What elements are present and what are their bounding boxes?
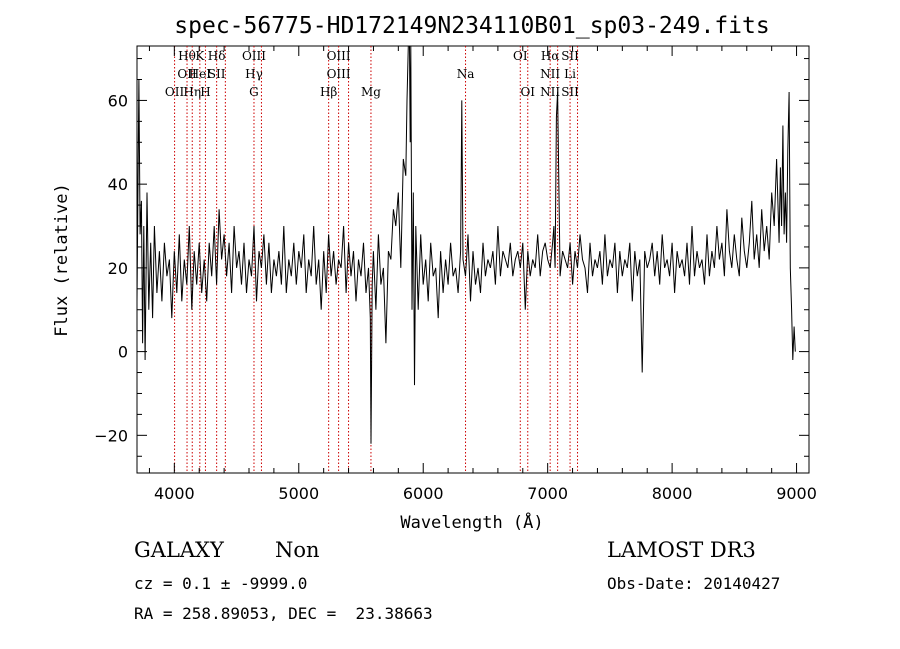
line-marker-label: Hθ xyxy=(178,49,196,63)
line-marker-label: Li xyxy=(564,67,576,81)
x-tick-label: 9000 xyxy=(776,484,817,503)
spectrum-line xyxy=(136,45,796,444)
line-marker-label: SII xyxy=(208,67,226,81)
line-marker-label: Mg xyxy=(361,85,381,99)
line-marker-label: HeI xyxy=(189,67,212,81)
x-tick-label: 6000 xyxy=(403,484,444,503)
object-subclass: Non xyxy=(275,538,320,562)
line-marker-label: NII xyxy=(540,67,560,81)
survey-name: LAMOST DR3 xyxy=(607,538,756,562)
line-markers xyxy=(174,46,579,473)
y-tick-label: 20 xyxy=(108,259,128,278)
chart-title: spec-56775-HD172149N234110B01_sp03-249.f… xyxy=(174,13,769,39)
line-marker-label: NII xyxy=(540,85,560,99)
line-marker-label: SII xyxy=(561,49,579,63)
line-marker-label: Na xyxy=(457,67,475,81)
x-tick-label: 5000 xyxy=(278,484,319,503)
observation-date: Obs-Date: 20140427 xyxy=(607,574,781,593)
line-marker-label: Hβ xyxy=(320,85,337,99)
x-tick-label: 7000 xyxy=(527,484,568,503)
object-class: GALAXY xyxy=(134,538,224,562)
line-marker-label: Hδ xyxy=(208,49,226,63)
line-marker-label: OIII xyxy=(327,49,351,63)
line-marker-label: K xyxy=(195,49,205,63)
y-tick-label: 40 xyxy=(108,175,128,194)
spectrum-series xyxy=(136,45,796,444)
y-tick-label: 0 xyxy=(118,343,128,362)
redshift-value: cz = 0.1 ± -9999.0 xyxy=(134,574,308,593)
line-marker-label: G xyxy=(249,85,259,99)
line-marker-label: OII xyxy=(165,85,185,99)
line-marker-label: SII xyxy=(561,85,579,99)
line-marker-label: Hη xyxy=(183,85,201,99)
y-axis-ticks: −20 0 20 40 60 xyxy=(94,58,809,457)
x-tick-label: 8000 xyxy=(652,484,693,503)
line-marker-label: Hγ xyxy=(245,67,263,81)
line-marker-label: H xyxy=(200,85,210,99)
y-tick-label: −20 xyxy=(94,426,128,445)
coordinates: RA = 258.89053, DEC = 23.38663 xyxy=(134,604,433,623)
line-marker-label: OIII xyxy=(242,49,266,63)
line-marker-label: OII xyxy=(177,67,197,81)
y-tick-label: 60 xyxy=(108,91,128,110)
line-marker-label: Hα xyxy=(541,49,560,63)
line-marker-label: OI xyxy=(513,49,528,63)
y-axis-label: Flux (relative) xyxy=(52,183,72,337)
line-marker-label: OI xyxy=(520,85,535,99)
x-axis-label: Wavelength (Å) xyxy=(400,511,543,533)
line-marker-label: OIII xyxy=(327,67,351,81)
x-axis-ticks: 4000 5000 6000 7000 8000 9000 xyxy=(148,46,817,503)
x-tick-label: 4000 xyxy=(154,484,195,503)
